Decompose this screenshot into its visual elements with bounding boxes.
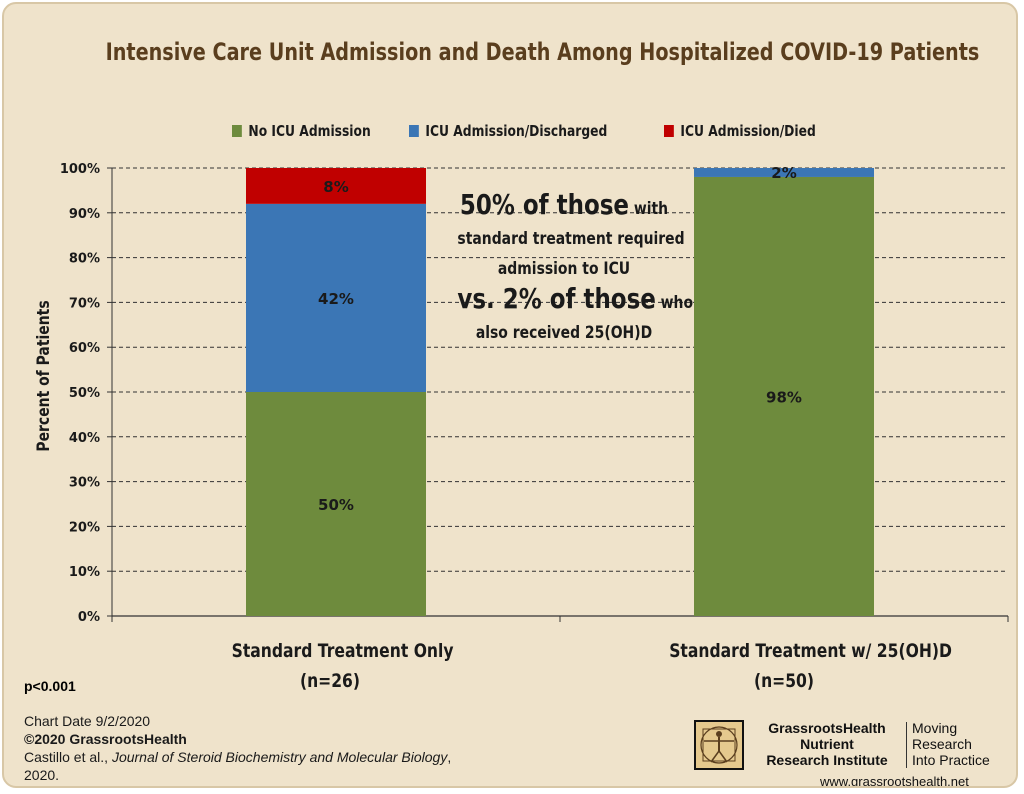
bar-segment [694, 168, 874, 177]
legend-label: No ICU Admission [248, 122, 371, 140]
bar-chart: 0% 10% 20% 30% 40% 50% 60% 70% 80% 90% 100% 50% 42% 8… [60, 162, 1009, 625]
brand-divider [906, 722, 907, 768]
legend: No ICU Admission ICU Admission/Discharge… [4, 122, 1016, 144]
y-tick-label: 10% [69, 565, 100, 580]
y-tick-label: 80% [69, 252, 100, 267]
y-tick-label: 40% [69, 431, 100, 446]
y-tick-label: 0% [78, 610, 100, 625]
data-label: 98% [766, 388, 802, 406]
legend-swatch-green [232, 125, 242, 137]
annotation-line-5: also received 25(OH)D [475, 323, 653, 343]
legend-swatch-blue [409, 125, 419, 137]
p-value: p<0.001 [24, 678, 76, 694]
bar-segment [246, 203, 426, 392]
bar-segment [246, 392, 426, 616]
annotation-line-4: vs. 2% of those who [457, 282, 694, 315]
brand-name: GrassrootsHealth Nutrient Research Insti… [766, 720, 888, 768]
y-tick-label: 100% [60, 162, 100, 177]
website-url: www.grassrootshealth.net [820, 774, 969, 788]
legend-label: ICU Admission/Died [680, 122, 816, 140]
annotation-line-3: admission to ICU [497, 259, 631, 279]
brand-tagline: Moving Research Into Practice [912, 720, 990, 768]
data-label: 50% [318, 496, 354, 514]
footer: Chart Date 9/2/2020 ©2020 GrassrootsHeal… [24, 712, 464, 784]
legend-label: ICU Admission/Discharged [425, 122, 608, 140]
data-label: 42% [318, 290, 354, 308]
legend-item-icu-died: ICU Admission/Died [664, 122, 816, 140]
y-tick-label: 30% [69, 476, 100, 491]
legend-item-icu-discharged: ICU Admission/Discharged [409, 122, 607, 140]
citation: Castillo et al., Journal of Steroid Bioc… [24, 749, 452, 783]
annotation: 50% of those with standard treatment req… [457, 188, 694, 348]
category-label-standard: Standard Treatment Only (n=26) [231, 640, 454, 692]
bar-segment [246, 168, 426, 204]
bar-segment [694, 176, 874, 616]
data-label: 8% [323, 178, 348, 196]
y-tick-label: 90% [69, 207, 100, 222]
annotation-line-1: 50% of those with [459, 188, 669, 221]
y-tick-label: 60% [69, 341, 100, 356]
chart-date: Chart Date 9/2/2020 [24, 713, 151, 729]
y-tick-label: 20% [69, 520, 100, 535]
vitruvian-logo-icon [694, 720, 744, 770]
legend-swatch-red [664, 125, 674, 137]
chart-title: Intensive Care Unit Admission and Death … [105, 38, 980, 66]
annotation-line-2: standard treatment required [457, 229, 685, 249]
copyright: ©2020 GrassrootsHealth [24, 731, 187, 747]
data-label: 2% [771, 164, 796, 182]
legend-item-no-icu: No ICU Admission [232, 122, 371, 140]
y-tick-label: 50% [69, 386, 100, 401]
category-label-vitd: Standard Treatment w/ 25(OH)D (n=50) [669, 640, 952, 692]
brand-block: GrassrootsHealth Nutrient Research Insti… [694, 720, 1004, 774]
y-tick-label: 70% [69, 296, 100, 311]
